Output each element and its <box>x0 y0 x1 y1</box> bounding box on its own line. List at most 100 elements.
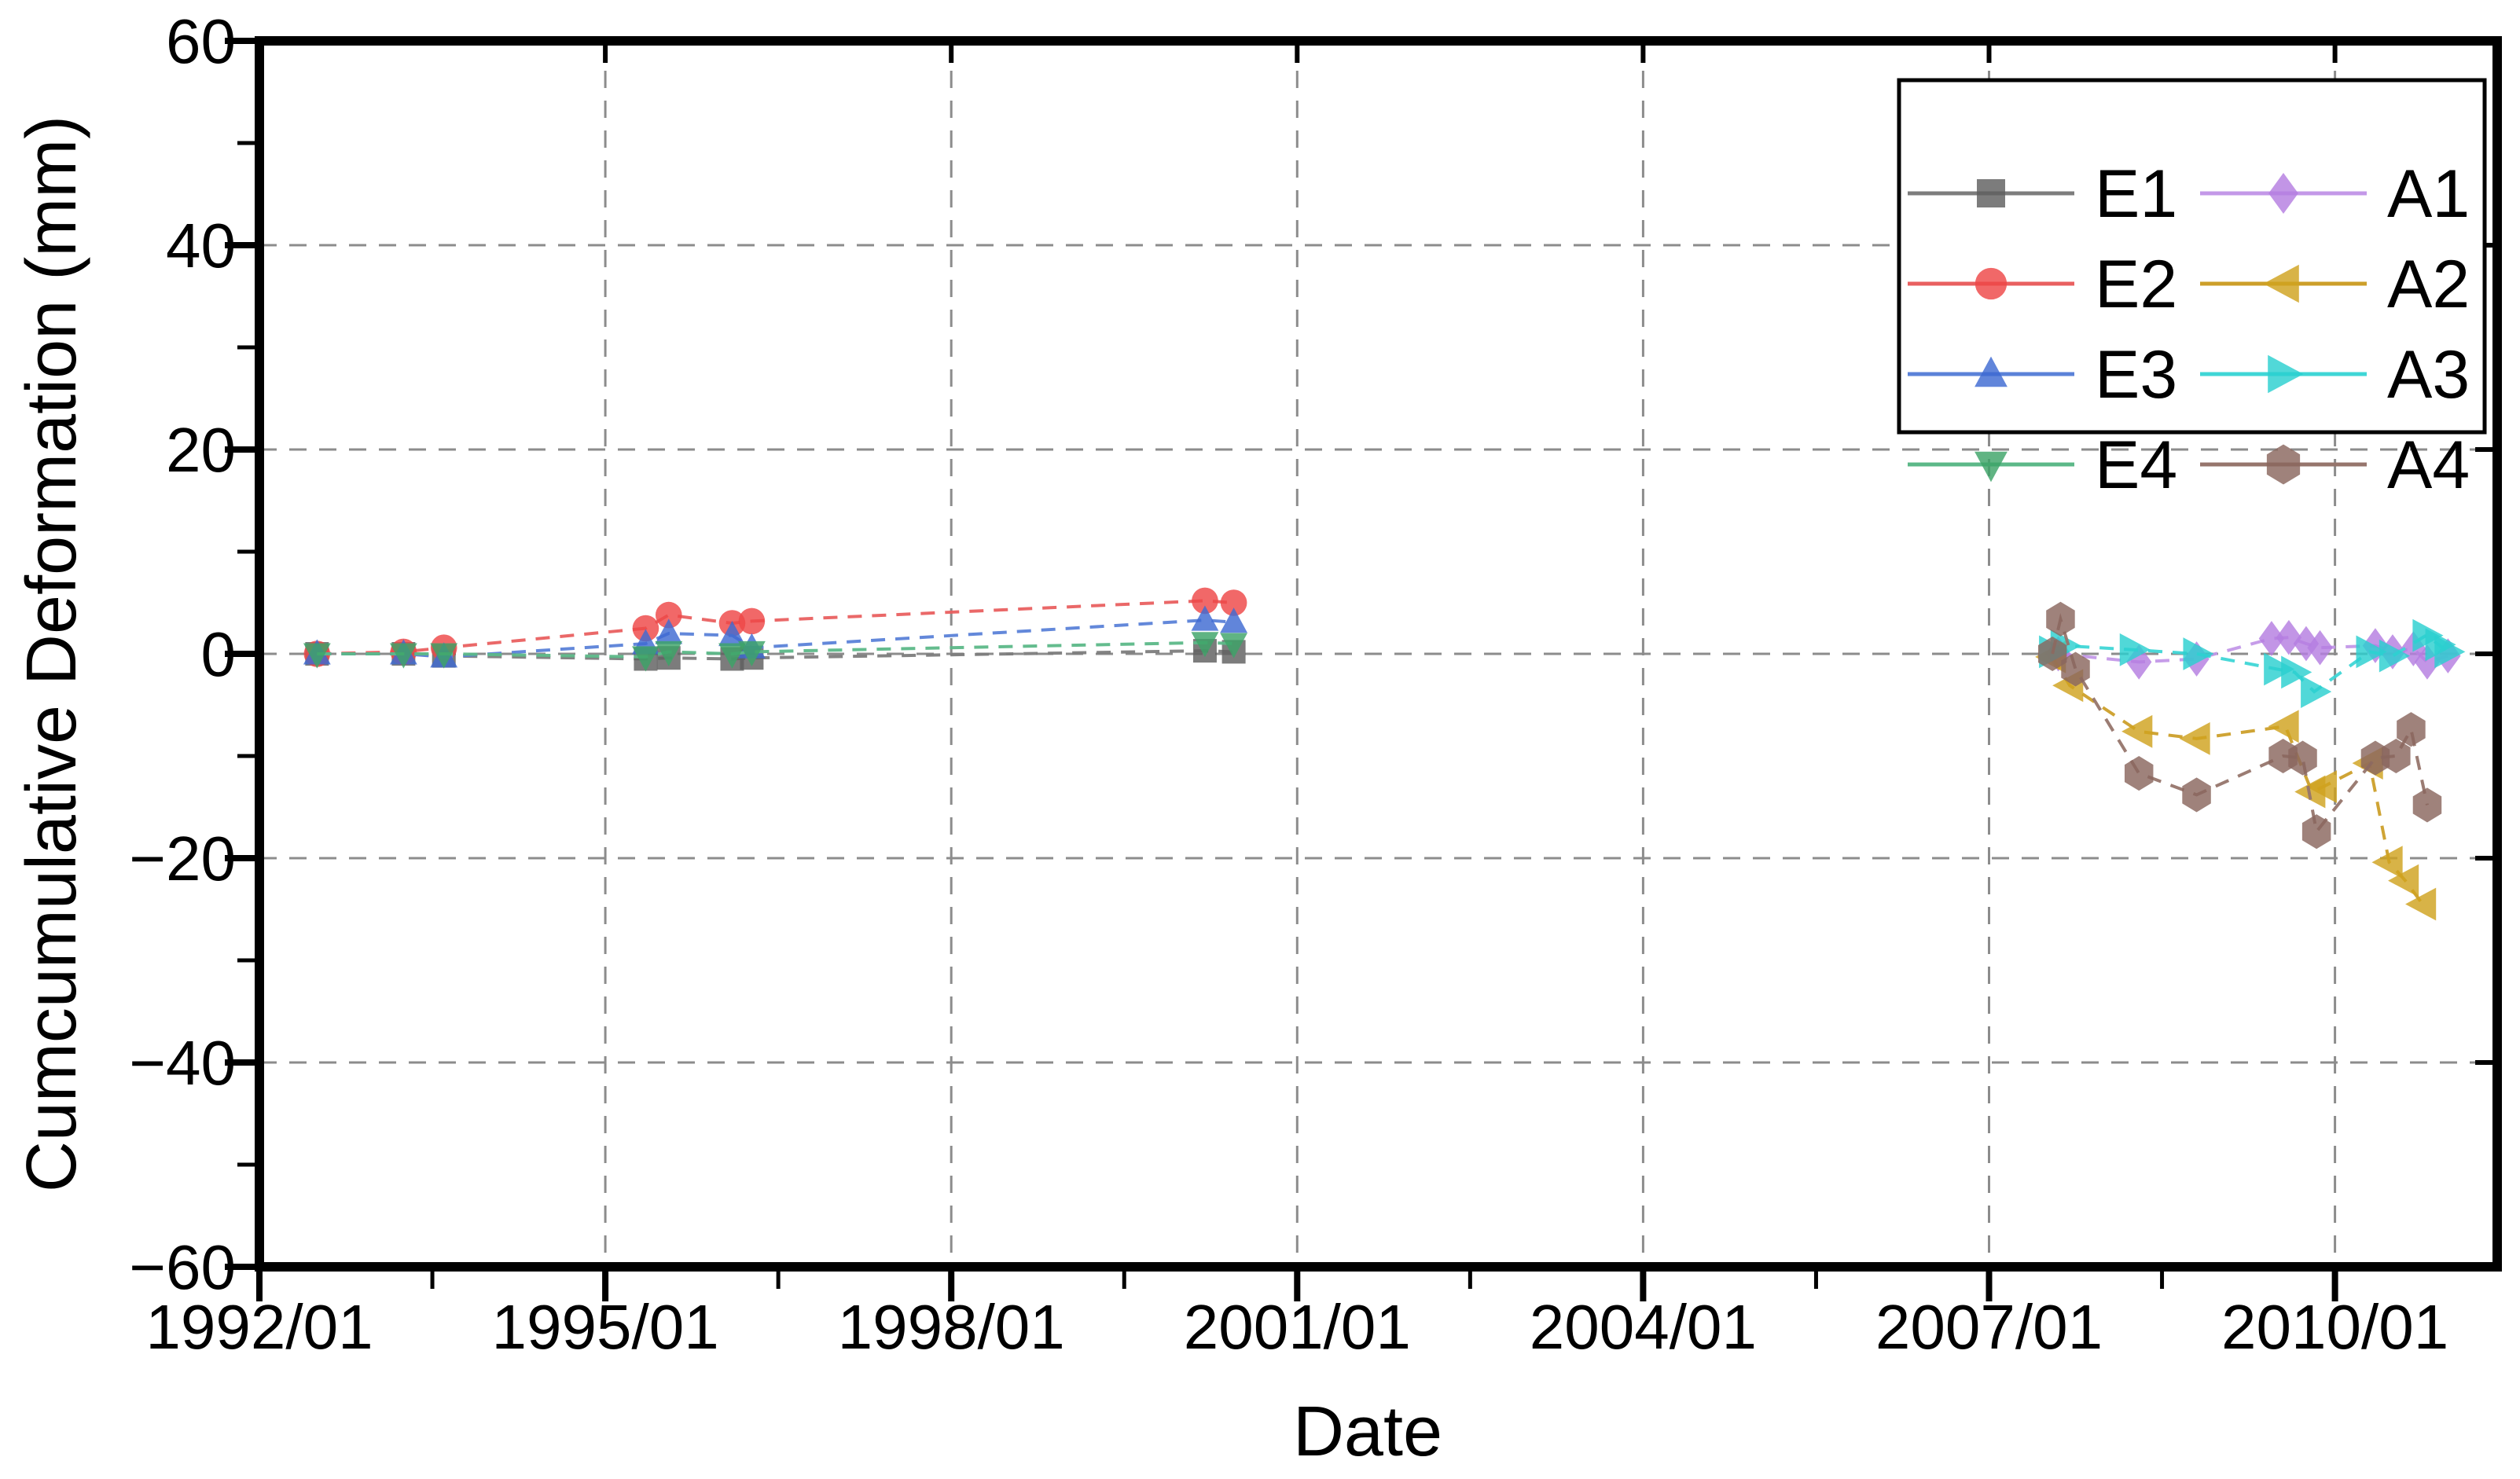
data-point-E4 <box>430 643 458 669</box>
x-tick-label: 2010/01 <box>2221 1292 2448 1362</box>
data-point-E3 <box>718 621 746 647</box>
data-point-A1 <box>2307 629 2333 666</box>
legend: E1 E2 E3 E4 A1 A2 A3 A4 <box>1897 78 2487 503</box>
data-point-A1 <box>2258 621 2285 656</box>
y-tick-label: 20 <box>166 415 236 485</box>
legend-marker-A4 <box>2266 444 2301 485</box>
data-point-A2 <box>2179 722 2210 755</box>
data-point-A3 <box>2183 637 2214 670</box>
legend-entry-E2: E2 <box>1908 247 2177 322</box>
plot-border <box>255 36 2502 1272</box>
legend-marker-E4 <box>1974 451 2008 483</box>
x-tick-label: 1995/01 <box>492 1292 719 1362</box>
legend-marker-E2 <box>1974 267 2008 300</box>
y-tick-label: 40 <box>166 211 236 281</box>
data-point-E3 <box>655 618 683 644</box>
data-point-A3 <box>2379 639 2410 673</box>
data-point-A4 <box>2397 712 2426 747</box>
data-point-A3 <box>2301 675 2332 708</box>
series-line-A2 <box>2051 655 2424 905</box>
data-point-A4 <box>2182 777 2211 813</box>
data-series <box>303 587 2466 921</box>
data-point-E4 <box>1220 633 1248 659</box>
data-point-A1 <box>2414 644 2441 680</box>
y-tick-label: −20 <box>129 824 236 894</box>
legend-label-E1: E1 <box>2095 156 2177 232</box>
legend-entry-A4: A4 <box>2200 428 2470 503</box>
legend-label-E2: E2 <box>2095 247 2177 322</box>
legend-label-E4: E4 <box>2095 428 2177 503</box>
data-point-A1 <box>2126 644 2152 680</box>
series-A3 <box>2039 618 2466 708</box>
data-point-E2 <box>655 601 682 629</box>
legend-marker-A2 <box>2263 264 2299 303</box>
x-tick-label: 1992/01 <box>145 1292 373 1362</box>
data-point-A4 <box>2288 740 2317 776</box>
legend-entry-A3: A3 <box>2200 337 2470 413</box>
data-point-A2 <box>2371 846 2403 879</box>
data-point-A4 <box>2061 651 2090 687</box>
data-point-A2 <box>2305 770 2338 803</box>
data-point-A4 <box>2382 738 2411 774</box>
data-point-A1 <box>2276 619 2302 655</box>
legend-entry-E4: E4 <box>1908 428 2177 503</box>
series-A4 <box>2037 601 2442 850</box>
x-axis-title: Date <box>1293 1393 1442 1471</box>
data-point-E2 <box>1192 587 1218 615</box>
x-tick-label: 2004/01 <box>1530 1292 1757 1362</box>
data-point-E2 <box>1220 589 1247 616</box>
data-point-A4 <box>2046 601 2075 637</box>
legend-label-A2: A2 <box>2387 247 2470 322</box>
y-tick-label: 0 <box>201 619 237 689</box>
data-point-A4 <box>2301 814 2331 850</box>
x-tick-label: 2007/01 <box>1875 1292 2103 1362</box>
data-point-E3 <box>1220 607 1248 633</box>
legend-entry-A2: A2 <box>2200 247 2470 322</box>
data-point-E4 <box>303 643 331 669</box>
legend-marker-E3 <box>1974 356 2008 387</box>
data-point-E4 <box>632 646 659 672</box>
series-A2 <box>2035 640 2437 921</box>
legend-marker-E1 <box>1977 179 2005 207</box>
series-line-E2 <box>317 599 1234 655</box>
data-point-A2 <box>2121 714 2153 748</box>
legend-entry-E1: E1 <box>1908 156 2177 232</box>
y-tick-label: 60 <box>166 6 236 76</box>
series-E4 <box>303 632 1248 672</box>
axes <box>225 36 2502 1301</box>
legend-entry-E3: E3 <box>1908 337 2177 413</box>
data-point-E2 <box>738 607 766 635</box>
legend-marker-A3 <box>2268 354 2304 394</box>
data-point-A3 <box>2264 652 2295 686</box>
tick-labels: 1992/01 1995/01 1998/01 2001/01 2004/01 2007/… <box>129 6 2448 1362</box>
legend-entry-A1: A1 <box>2200 156 2470 232</box>
legend-label-A3: A3 <box>2387 337 2470 413</box>
data-point-A3 <box>2434 635 2466 669</box>
legend-label-E3: E3 <box>2095 337 2177 413</box>
y-axis-title: Cumcumulative Deformation (mm) <box>13 116 91 1192</box>
data-point-A2 <box>2405 887 2437 921</box>
y-tick-label: −60 <box>129 1232 236 1302</box>
data-point-A4 <box>2124 756 2154 791</box>
x-tick-label: 2001/01 <box>1184 1292 1411 1362</box>
legend-label-A4: A4 <box>2387 428 2470 503</box>
data-point-E4 <box>389 643 417 669</box>
data-point-E4 <box>655 640 683 666</box>
data-point-E2 <box>632 615 659 642</box>
data-point-E4 <box>1191 632 1219 658</box>
data-point-A3 <box>2356 635 2387 669</box>
data-point-A3 <box>2281 655 2312 689</box>
data-point-E4 <box>738 640 766 666</box>
legend-marker-A1 <box>2268 172 2298 215</box>
legend-label-A1: A1 <box>2387 156 2470 232</box>
data-point-A2 <box>2268 710 2299 743</box>
data-point-E3 <box>1191 605 1219 631</box>
data-point-A2 <box>2388 864 2419 897</box>
y-tick-label: −40 <box>129 1028 236 1098</box>
data-point-A4 <box>2412 787 2442 823</box>
x-tick-label: 1998/01 <box>838 1292 1065 1362</box>
data-point-A4 <box>2037 636 2067 672</box>
data-point-E4 <box>718 643 746 669</box>
